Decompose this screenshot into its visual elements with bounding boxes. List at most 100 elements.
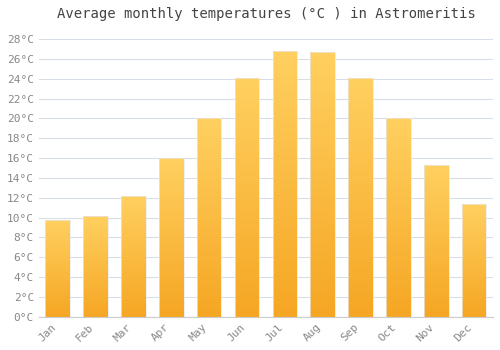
Bar [386,245,410,247]
Bar [84,232,108,233]
Bar [46,232,70,233]
Bar [121,267,146,268]
Bar [462,232,486,233]
Bar [424,311,448,312]
Bar [46,265,70,266]
Bar [46,292,70,293]
Bar [197,281,222,283]
Bar [121,213,146,214]
Bar [386,216,410,218]
Bar [386,154,410,156]
Bar [386,236,410,237]
Bar [197,170,222,172]
Bar [159,210,184,212]
Bar [197,182,222,184]
Bar [386,146,410,148]
Bar [46,252,70,253]
Bar [84,298,108,299]
Bar [462,285,486,286]
Bar [424,229,448,230]
Bar [462,226,486,228]
Bar [386,190,410,192]
Bar [386,136,410,138]
Bar [310,306,335,309]
Bar [272,144,297,147]
Bar [46,269,70,270]
Bar [348,173,373,176]
Bar [310,198,335,200]
Bar [386,160,410,162]
Bar [424,226,448,227]
Bar [46,282,70,283]
Bar [234,173,260,176]
Bar [159,277,184,279]
Bar [272,104,297,107]
Bar [121,299,146,300]
Bar [424,192,448,194]
Bar [121,248,146,249]
Bar [197,148,222,150]
Bar [348,190,373,192]
Bar [234,90,260,92]
Bar [121,256,146,258]
Bar [159,252,184,253]
Bar [348,245,373,247]
Bar [424,178,448,180]
Bar [424,165,448,317]
Bar [121,209,146,210]
Bar [310,166,335,168]
Bar [197,168,222,170]
Bar [46,223,70,224]
Bar [46,316,70,317]
Bar [234,104,260,106]
Bar [424,198,448,200]
Bar [272,120,297,123]
Bar [310,187,335,190]
Bar [84,252,108,253]
Bar [234,133,260,135]
Bar [310,116,335,118]
Bar [121,314,146,316]
Bar [462,222,486,223]
Bar [46,259,70,260]
Bar [159,179,184,180]
Bar [348,159,373,161]
Bar [159,169,184,171]
Bar [386,251,410,253]
Bar [310,282,335,285]
Bar [424,230,448,232]
Bar [462,217,486,218]
Bar [348,104,373,106]
Bar [159,263,184,264]
Bar [234,99,260,102]
Bar [159,287,184,288]
Bar [84,265,108,266]
Bar [121,293,146,294]
Bar [159,244,184,245]
Bar [272,250,297,253]
Bar [46,229,70,230]
Bar [348,231,373,233]
Bar [310,97,335,99]
Bar [159,168,184,169]
Bar [272,234,297,237]
Bar [197,243,222,245]
Bar [46,314,70,315]
Bar [424,191,448,192]
Bar [121,258,146,259]
Bar [234,121,260,123]
Bar [310,62,335,65]
Bar [348,109,373,111]
Bar [234,87,260,90]
Bar [348,267,373,269]
Bar [386,168,410,170]
Bar [234,159,260,161]
Bar [272,309,297,312]
Bar [272,282,297,285]
Bar [159,292,184,293]
Bar [310,301,335,303]
Bar [462,295,486,296]
Bar [272,178,297,181]
Bar [310,216,335,219]
Bar [424,220,448,221]
